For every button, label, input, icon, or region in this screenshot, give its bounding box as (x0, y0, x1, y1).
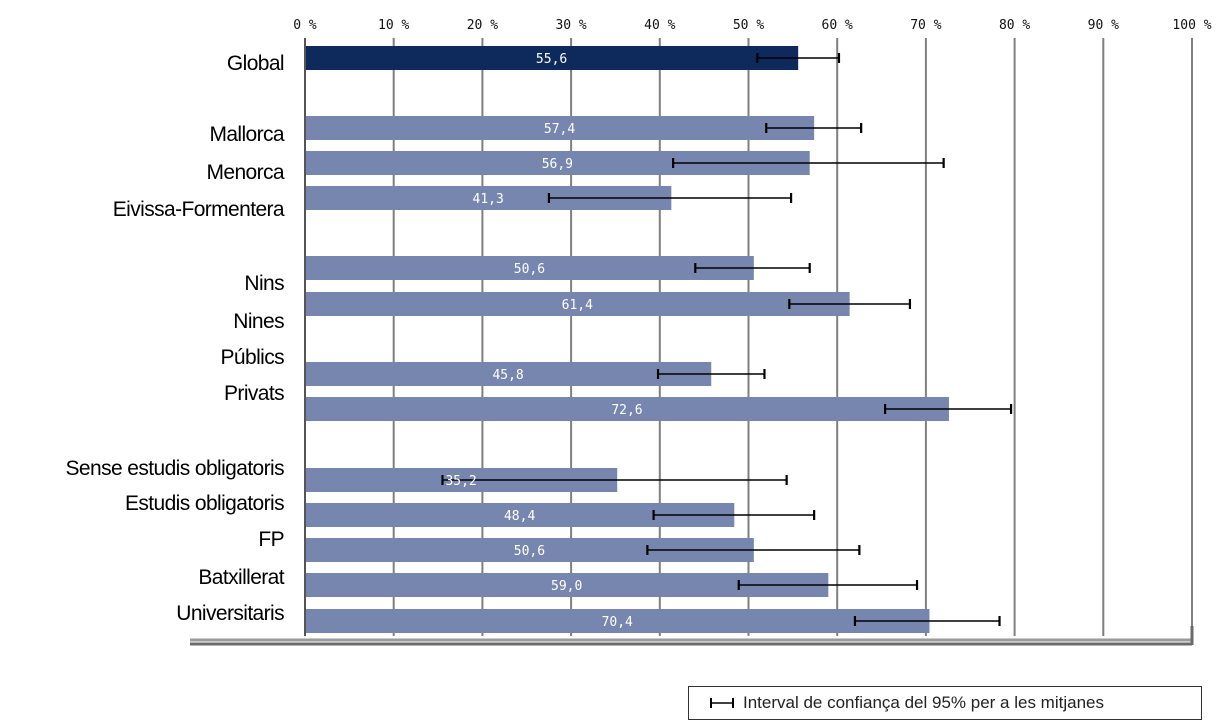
category-labels: Global Mallorca Menorca Eivissa-Formentera N… (66, 52, 286, 625)
bar (305, 362, 712, 386)
value-label: 59,0 (551, 579, 582, 594)
bar (305, 292, 850, 316)
error-bar-legend-icon (710, 698, 734, 708)
x-tick-label: 20 % (467, 18, 498, 33)
x-tick-label: 30 % (555, 18, 586, 33)
value-label: 70,4 (602, 615, 633, 630)
value-label: 48,4 (504, 509, 535, 524)
legend-label: Interval de confiança del 95% per a les … (743, 693, 1104, 712)
x-tick-label: 10 % (378, 18, 409, 33)
bar (305, 397, 949, 421)
category-label: Públics (221, 346, 285, 369)
category-label: Mallorca (209, 123, 284, 146)
bar (305, 46, 799, 70)
bar (305, 116, 815, 140)
axes (190, 38, 1194, 646)
x-tick-label: 100 % (1172, 18, 1211, 33)
value-label: 50,6 (514, 544, 545, 559)
value-label: 35,2 (445, 474, 476, 489)
category-label: Universitaris (176, 602, 284, 625)
value-labels: 55,6 57,4 56,9 41,3 50,6 61,4 45,8 72,6 35,2 48,4… (445, 52, 642, 630)
x-tick-label: 90 % (1088, 18, 1119, 33)
value-label: 61,4 (562, 298, 593, 313)
category-label: Nins (244, 272, 284, 295)
x-tick-label: 80 % (999, 18, 1030, 33)
error-bars (441, 53, 1013, 626)
category-label: Menorca (206, 161, 284, 184)
category-label: Sense estudis obligatoris (66, 457, 285, 480)
category-label: Global (227, 52, 284, 75)
x-tick-label: 70 % (910, 18, 941, 33)
value-label: 57,4 (544, 122, 575, 137)
value-label: 41,3 (473, 192, 504, 207)
value-label: 55,6 (536, 52, 567, 67)
bars (305, 46, 949, 633)
legend: Interval de confiança del 95% per a les … (688, 686, 1202, 720)
category-label: Nines (233, 310, 284, 333)
value-label: 56,9 (542, 157, 573, 172)
x-tick-label: 60 % (822, 18, 853, 33)
value-label: 50,6 (514, 262, 545, 277)
x-axis-ticks: 0 % 10 % 20 % 30 % 40 % 50 % 60 % 70 % 80 % 90 % 1… (293, 18, 1211, 33)
value-label: 72,6 (611, 403, 642, 418)
value-label: 45,8 (492, 368, 523, 383)
category-label: FP (258, 528, 284, 551)
x-tick-label: 50 % (733, 18, 764, 33)
x-tick-label: 40 % (644, 18, 675, 33)
category-label: Estudis obligatoris (125, 492, 284, 515)
category-label: Eivissa-Formentera (113, 198, 285, 221)
bar (305, 256, 754, 280)
category-label: Batxillerat (198, 566, 284, 589)
x-tick-label: 0 % (293, 18, 317, 33)
bar (305, 609, 930, 633)
category-label: Privats (224, 382, 284, 405)
